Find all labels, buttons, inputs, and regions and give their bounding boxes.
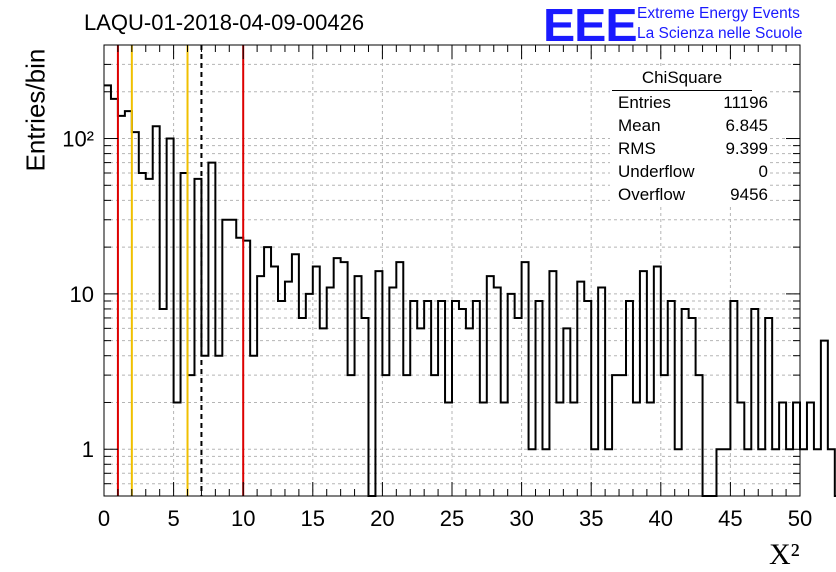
stats-label: Entries: [618, 93, 671, 112]
x-tick-label: 10: [231, 506, 255, 531]
x-axis-label-text: X²: [769, 538, 800, 571]
y-axis-label: Entries/bin: [20, 48, 51, 172]
stats-label: Mean: [618, 116, 661, 135]
stats-value: 11196: [723, 93, 768, 112]
x-axis-label: X²: [769, 538, 800, 572]
stats-row-entries: Entries 11196: [610, 91, 770, 114]
stats-title: ChiSquare: [612, 66, 752, 91]
stats-row-mean: Mean 6.845: [610, 114, 770, 137]
stats-row-overflow: Overflow 9456: [610, 183, 770, 206]
histogram-outline: [104, 84, 836, 497]
x-tick-label: 25: [440, 506, 464, 531]
histogram-bars: [104, 84, 836, 497]
stats-label: RMS: [618, 139, 656, 158]
x-tick-label: 35: [579, 506, 603, 531]
x-tick-label: 0: [98, 506, 110, 531]
chi-square-marker-lines: [116, 45, 245, 496]
y-tick-label: 10: [70, 282, 94, 307]
stats-value: 6.845: [725, 116, 768, 135]
stats-value: 9.399: [725, 139, 768, 158]
plot-frame: [103, 44, 801, 497]
y-tick-label: 1: [82, 437, 94, 462]
logo-line-1: Extreme Energy Events: [637, 5, 800, 22]
plot-frame-rect: [103, 44, 801, 497]
logo-line-2: La Scienza nelle Scuole: [637, 25, 803, 42]
x-tick-label: 15: [301, 506, 325, 531]
stats-label: Underflow: [618, 162, 695, 181]
x-tick-label: 5: [167, 506, 179, 531]
stats-box: ChiSquare Entries 11196 Mean 6.845 RMS 9…: [610, 66, 770, 206]
stats-value: 0: [758, 162, 768, 181]
x-tick-label: 50: [788, 506, 812, 531]
stats-row-rms: RMS 9.399: [610, 137, 770, 160]
eee-logo: EEE: [543, 0, 638, 51]
x-tick-label: 45: [718, 506, 742, 531]
stats-row-underflow: Underflow 0: [610, 160, 770, 183]
x-tick-label: 20: [370, 506, 394, 531]
axis-ticks: 0 5 10 15 20 25 30 35 40 45 50 1 10 10²: [62, 45, 812, 531]
x-tick-label: 40: [649, 506, 673, 531]
stats-value: 9456: [730, 185, 768, 204]
x-tick-label: 30: [509, 506, 533, 531]
chart-title: LAQU-01-2018-04-09-00426: [84, 10, 365, 35]
stats-label: Overflow: [618, 185, 686, 204]
y-tick-label: 10²: [62, 127, 94, 152]
